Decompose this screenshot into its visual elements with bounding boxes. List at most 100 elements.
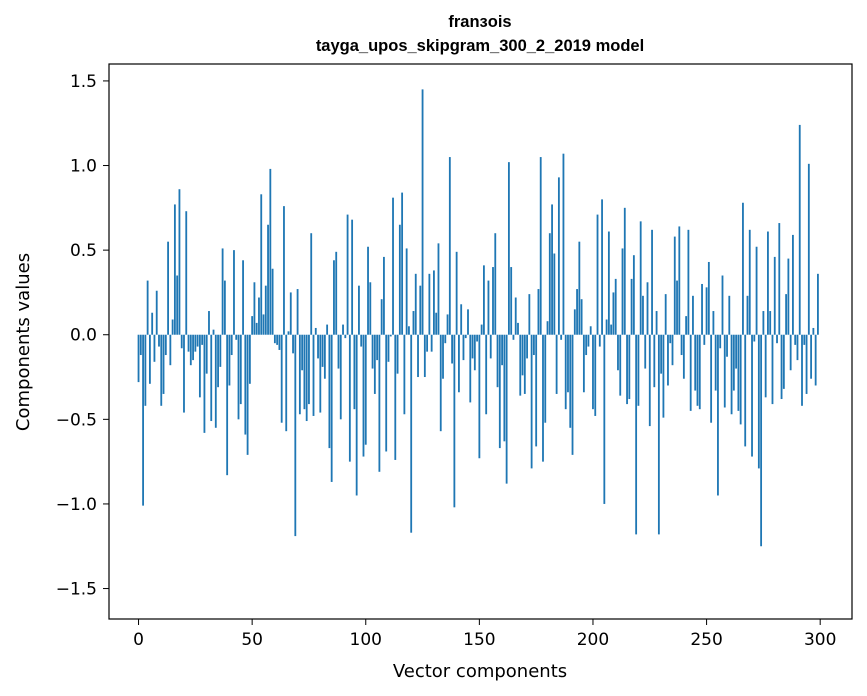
bar [303, 334, 306, 410]
bar [719, 334, 722, 349]
bar [258, 297, 260, 335]
bar [635, 334, 638, 535]
bar [285, 334, 288, 432]
bar [405, 248, 408, 335]
bar [705, 287, 708, 335]
bar [703, 334, 706, 345]
bar [535, 334, 538, 447]
bar [373, 334, 376, 394]
bar [478, 334, 481, 459]
bar [707, 261, 710, 335]
bar [433, 270, 435, 335]
bar [812, 327, 815, 335]
bar [582, 334, 585, 393]
bar [233, 250, 235, 335]
bar [760, 334, 763, 547]
bar [628, 334, 631, 400]
bar [444, 334, 447, 344]
bar [276, 334, 279, 345]
bar [151, 312, 154, 335]
bar [410, 334, 413, 533]
bar [421, 89, 424, 335]
bar [148, 334, 151, 384]
bar [308, 334, 310, 405]
bar [680, 334, 683, 356]
bar [517, 322, 519, 335]
bar [280, 334, 283, 423]
bar [394, 334, 397, 460]
bar [560, 334, 563, 340]
bar [153, 334, 156, 362]
bar [717, 334, 719, 496]
bar [796, 334, 799, 361]
bars [137, 89, 819, 547]
bar [189, 334, 192, 366]
bar [723, 334, 726, 408]
bar [769, 311, 772, 335]
bar [698, 334, 701, 410]
bar [201, 334, 204, 345]
bar [217, 334, 219, 388]
bar [455, 251, 458, 335]
bar [753, 334, 756, 342]
bar [701, 283, 703, 335]
bar [144, 334, 147, 406]
bar [644, 334, 647, 369]
y-tick-label: 1.0 [70, 157, 97, 177]
bar [710, 334, 713, 423]
bar [519, 334, 522, 396]
bar [312, 334, 315, 416]
bar [596, 214, 599, 335]
bar [669, 334, 672, 344]
bar [203, 334, 206, 433]
bar [301, 334, 304, 371]
bar [328, 334, 331, 449]
bar [694, 334, 697, 391]
bar [739, 334, 742, 425]
bar [446, 314, 449, 335]
bar [776, 334, 778, 344]
bar [442, 334, 444, 379]
bar [278, 334, 281, 350]
bar [198, 334, 201, 398]
bar [557, 177, 560, 335]
bar [155, 290, 158, 335]
bar [376, 334, 379, 361]
bar [785, 294, 788, 335]
bar [348, 334, 351, 462]
bar [512, 334, 515, 340]
bar [807, 163, 810, 335]
bar [223, 280, 226, 335]
bar [192, 334, 194, 361]
bar [532, 334, 535, 356]
bar [630, 278, 633, 335]
bar [632, 255, 635, 335]
bar [612, 292, 615, 335]
bar [728, 295, 731, 335]
bar [212, 329, 215, 335]
bar [167, 241, 169, 335]
bar [537, 289, 540, 335]
bar [689, 334, 692, 411]
x-tick-label: 250 [690, 630, 722, 650]
x-tick-label: 50 [241, 630, 263, 650]
bar [660, 334, 663, 374]
bar [214, 334, 217, 428]
bar [767, 231, 769, 335]
bar [323, 334, 326, 379]
bar [585, 334, 588, 356]
bar [653, 334, 656, 388]
bar [580, 299, 583, 335]
bar [187, 334, 190, 352]
bar [305, 334, 308, 422]
bar [392, 197, 394, 335]
bar [780, 334, 783, 400]
y-tick-label: −1.5 [56, 580, 97, 600]
bar [503, 334, 506, 442]
bar [662, 334, 665, 418]
bar [483, 265, 485, 335]
bar [810, 334, 813, 379]
bar [380, 299, 383, 335]
bar [587, 334, 590, 347]
bar [183, 334, 185, 413]
